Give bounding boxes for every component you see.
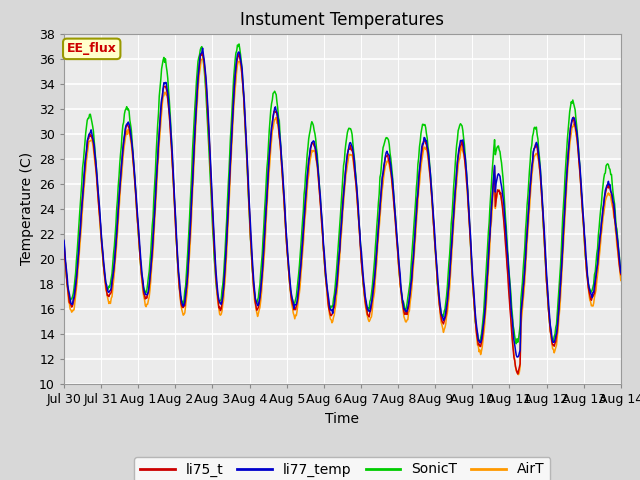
- Y-axis label: Temperature (C): Temperature (C): [20, 152, 33, 265]
- Text: EE_flux: EE_flux: [67, 42, 116, 55]
- Title: Instument Temperatures: Instument Temperatures: [241, 11, 444, 29]
- Legend: li75_t, li77_temp, SonicT, AirT: li75_t, li77_temp, SonicT, AirT: [134, 457, 550, 480]
- X-axis label: Time: Time: [325, 411, 360, 426]
